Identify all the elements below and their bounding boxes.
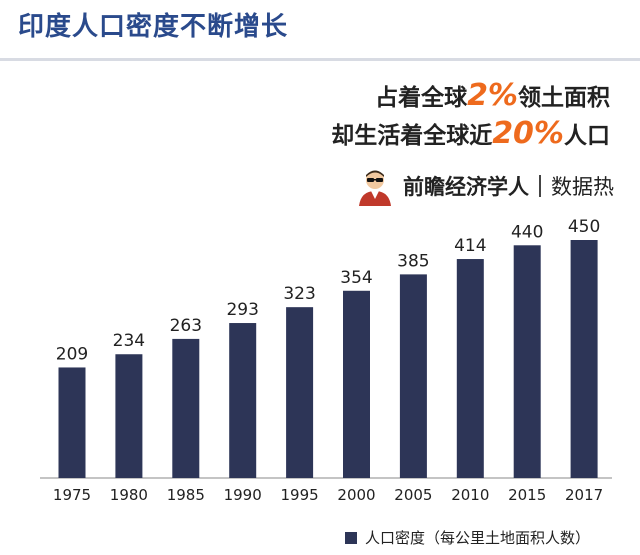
brand-separator bbox=[539, 175, 541, 197]
data-label-2015: 440 bbox=[511, 222, 543, 242]
headline-2-prefix: 却生活着全球近 bbox=[331, 123, 493, 149]
x-tick-1975: 1975 bbox=[53, 486, 91, 504]
brand-block: 前瞻经济学人 数据热 bbox=[355, 166, 614, 206]
headline-line-2: 却生活着全球近20%人口 bbox=[331, 116, 610, 151]
bar-1980 bbox=[115, 354, 143, 478]
legend-swatch bbox=[345, 531, 357, 544]
x-tick-1985: 1985 bbox=[167, 486, 205, 504]
headline-line-1: 占着全球2%领土面积 bbox=[375, 78, 610, 113]
bar-2015 bbox=[513, 245, 541, 478]
headline-2-number: 20% bbox=[492, 116, 564, 151]
headline-1-suffix: 领土面积 bbox=[518, 85, 610, 111]
data-label-1975: 209 bbox=[56, 344, 88, 364]
data-label-1990: 293 bbox=[226, 300, 258, 320]
headline-1-prefix: 占着全球 bbox=[375, 85, 468, 111]
data-label-2005: 385 bbox=[397, 251, 429, 271]
bar-1990 bbox=[229, 323, 257, 478]
bar-1975 bbox=[58, 367, 86, 478]
data-label-2017: 450 bbox=[568, 217, 600, 237]
bar-2005 bbox=[399, 274, 427, 478]
bar-1995 bbox=[286, 307, 314, 478]
headline-2-suffix: 人口 bbox=[564, 123, 610, 149]
brand-sub: 数据热 bbox=[551, 175, 614, 199]
page-title: 印度人口密度不断增长 bbox=[18, 12, 289, 42]
data-label-1980: 234 bbox=[113, 331, 145, 351]
x-tick-1990: 1990 bbox=[224, 486, 262, 504]
x-tick-2017: 2017 bbox=[565, 486, 603, 504]
bar-2010 bbox=[456, 259, 484, 478]
bar-1985 bbox=[172, 338, 200, 478]
data-label-1985: 263 bbox=[170, 316, 202, 336]
data-label-1995: 323 bbox=[283, 284, 315, 304]
data-label-2000: 354 bbox=[340, 268, 372, 288]
title-divider bbox=[0, 58, 640, 61]
x-tick-2010: 2010 bbox=[451, 486, 489, 504]
bar-2017 bbox=[570, 240, 598, 478]
x-tick-1995: 1995 bbox=[281, 486, 319, 504]
x-tick-2015: 2015 bbox=[508, 486, 546, 504]
x-tick-2005: 2005 bbox=[394, 486, 432, 504]
chart-legend: 人口密度（每公里土地面积人数） bbox=[345, 527, 590, 548]
x-tick-1980: 1980 bbox=[110, 486, 148, 504]
avatar-icon bbox=[359, 170, 391, 206]
x-tick-2000: 2000 bbox=[337, 486, 375, 504]
data-label-2010: 414 bbox=[454, 236, 486, 256]
bar-2000 bbox=[343, 290, 370, 478]
headline-1-number: 2% bbox=[467, 78, 518, 113]
brand-name: 前瞻经济学人 bbox=[403, 175, 529, 199]
legend-label: 人口密度（每公里土地面积人数） bbox=[365, 529, 591, 547]
